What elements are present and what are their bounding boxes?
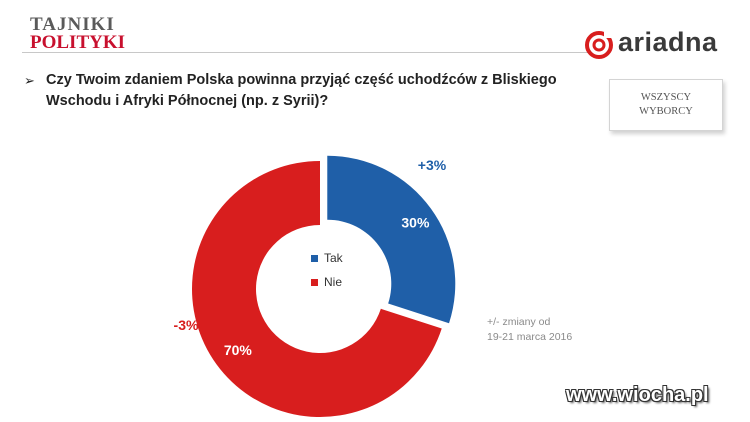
change-note-line1: +/- zmiany od: [487, 316, 551, 328]
tajniki-polityki-logo: TAJNIKI POLITYKI: [30, 14, 140, 54]
slice-nie: [192, 161, 442, 417]
slice-tak: [327, 155, 456, 324]
logo-text-top: TAJNIKI: [30, 14, 115, 35]
change-label-nie: -3%: [174, 317, 199, 333]
logo-text-bottom: POLITYKI: [30, 32, 126, 53]
change-label-tak: +3%: [418, 157, 447, 173]
legend-swatch-tak: [311, 255, 318, 262]
filter-label-line1: WSZYSCY: [640, 92, 692, 103]
value-label-nie: 70%: [224, 342, 253, 358]
question-bullet-icon: ➢: [24, 73, 35, 88]
legend-swatch-nie: [311, 279, 318, 286]
header-divider: [22, 52, 588, 53]
ariadna-logo: ariadna: [584, 27, 734, 60]
filter-box: WSZYSCY WYBORCY: [609, 79, 723, 131]
legend-label-nie: Nie: [324, 275, 342, 289]
question-text: Czy Twoim zdaniem Polska powinna przyjąć…: [46, 72, 557, 109]
ariadna-wordmark: ariadna: [618, 27, 718, 57]
filter-label-line2: WYBORCY: [639, 106, 693, 117]
change-note-line2: 19-21 marca 2016: [487, 331, 573, 343]
ariadna-mark-icon: [585, 31, 614, 59]
change-note: +/- zmiany od 19-21 marca 2016: [487, 315, 572, 345]
value-label-tak: 30%: [401, 215, 430, 231]
watermark: www.wiocha.pl: [566, 384, 709, 406]
legend-label-tak: Tak: [324, 251, 344, 265]
